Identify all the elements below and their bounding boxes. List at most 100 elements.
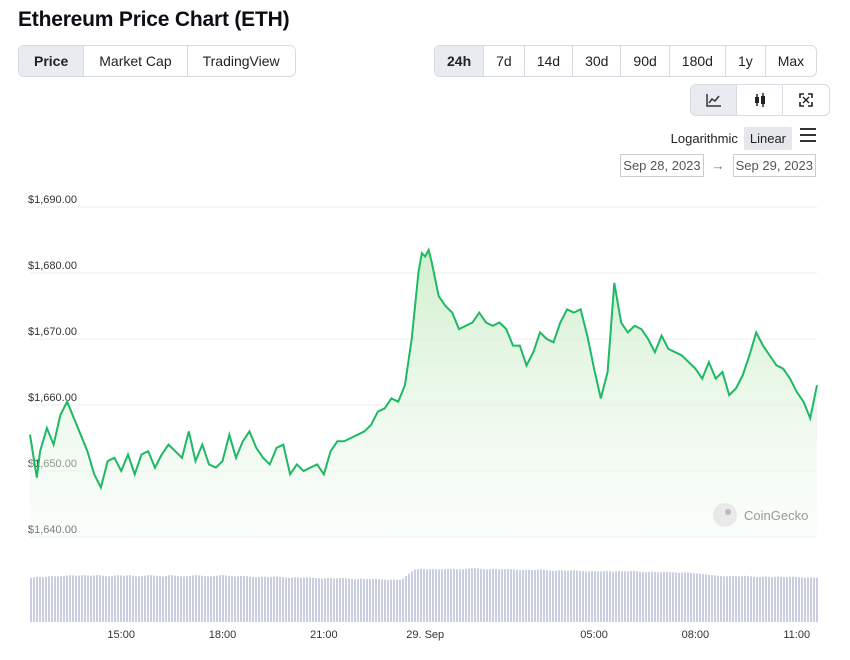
range-14d-button[interactable]: 14d [525, 46, 574, 76]
volume-bar [228, 575, 230, 622]
volume-bar [765, 576, 767, 622]
volume-bar [714, 575, 716, 622]
volume-bar [552, 570, 554, 622]
volume-bar [234, 576, 236, 622]
volume-bar [171, 575, 173, 622]
volume-bar [810, 577, 812, 622]
range-1y-button[interactable]: 1y [726, 46, 766, 76]
volume-bar [30, 577, 32, 622]
date-from-input[interactable]: Sep 28, 2023 [620, 154, 704, 177]
volume-bar [474, 568, 476, 622]
y-axis-tick-label: $1,690.00 [28, 194, 77, 206]
volume-bar [816, 577, 818, 622]
volume-bar [36, 576, 38, 622]
time-range-selector: 24h 7d 14d 30d 90d 180d 1y Max [434, 45, 818, 77]
volume-bar [282, 577, 284, 622]
tab-market-cap[interactable]: Market Cap [84, 46, 188, 76]
volume-bar [360, 578, 362, 622]
volume-bar [654, 571, 656, 622]
volume-bar [540, 569, 542, 622]
volume-bar [270, 576, 272, 622]
volume-bar [642, 571, 644, 622]
volume-bar [591, 571, 593, 622]
volume-bar [75, 575, 77, 622]
volume-bar [516, 569, 518, 622]
range-24h-button[interactable]: 24h [435, 46, 485, 76]
volume-bar [315, 577, 317, 622]
candlestick-button[interactable] [737, 85, 783, 115]
fullscreen-button[interactable] [783, 85, 829, 115]
volume-bar [438, 569, 440, 622]
volume-bar [576, 570, 578, 622]
volume-bar [159, 576, 161, 622]
range-180d-button[interactable]: 180d [670, 46, 726, 76]
line-chart-button[interactable] [691, 85, 737, 115]
volume-bar [609, 571, 611, 622]
volume-bar [780, 576, 782, 622]
tab-tradingview[interactable]: TradingView [202, 53, 280, 69]
volume-bar [573, 570, 575, 622]
volume-bar [42, 577, 44, 622]
tab-price[interactable]: Price [19, 46, 85, 76]
volume-bar [366, 579, 368, 622]
volume-bar [336, 578, 338, 622]
volume-bar [255, 577, 257, 622]
volume-bar [285, 577, 287, 622]
volume-bar [534, 570, 536, 622]
volume-bar [627, 571, 629, 622]
logarithmic-scale-option[interactable]: Logarithmic [670, 131, 738, 146]
volume-bar [435, 568, 437, 622]
volume-bar [456, 569, 458, 622]
volume-bar [378, 579, 380, 622]
volume-bar [240, 575, 242, 622]
volume-bar [564, 570, 566, 622]
date-to-input[interactable]: Sep 29, 2023 [732, 154, 816, 177]
volume-bar [477, 568, 479, 622]
volume-bar [807, 577, 809, 622]
page-title: Ethereum Price Chart (ETH) [18, 8, 290, 31]
volume-bar [114, 575, 116, 622]
range-90d-button[interactable]: 90d [621, 46, 670, 76]
range-max-button[interactable]: Max [777, 53, 805, 69]
volume-bar [423, 569, 425, 622]
volume-bar [405, 576, 407, 622]
arrow-right-icon: → [711, 158, 725, 173]
volume-bar [279, 576, 281, 622]
volume-bar [204, 576, 206, 622]
volume-bar [432, 568, 434, 622]
volume-bar [462, 569, 464, 622]
volume-bar [267, 577, 269, 622]
menu-icon[interactable] [800, 128, 816, 142]
volume-bar [759, 577, 761, 622]
volume-bar [99, 575, 101, 622]
volume-bar [45, 576, 47, 622]
volume-bar [243, 575, 245, 622]
volume-bar [216, 575, 218, 622]
volume-bar [570, 570, 572, 622]
volume-bar [411, 571, 413, 622]
volume-bar [789, 576, 791, 622]
volume-bar [519, 570, 521, 622]
volume-bar [657, 572, 659, 622]
volume-bar [393, 579, 395, 622]
volume-bar [147, 575, 149, 622]
volume-bar [189, 575, 191, 622]
volume-bar [495, 569, 497, 622]
volume-bar [195, 575, 197, 622]
volume-bar [537, 569, 539, 622]
volume-bar [705, 574, 707, 622]
range-7d-button[interactable]: 7d [484, 46, 525, 76]
volume-bar [546, 570, 548, 622]
volume-bar [741, 576, 743, 622]
volume-bar [675, 572, 677, 622]
volume-bar [111, 576, 113, 622]
linear-scale-option[interactable]: Linear [743, 127, 792, 150]
volume-bar [54, 576, 56, 622]
volume-bar [726, 576, 728, 622]
volume-bar [615, 571, 617, 622]
volume-bar [426, 569, 428, 622]
volume-bar [297, 577, 299, 622]
volume-bar [783, 577, 785, 622]
range-30d-button[interactable]: 30d [573, 46, 622, 76]
volume-bar [306, 577, 308, 622]
